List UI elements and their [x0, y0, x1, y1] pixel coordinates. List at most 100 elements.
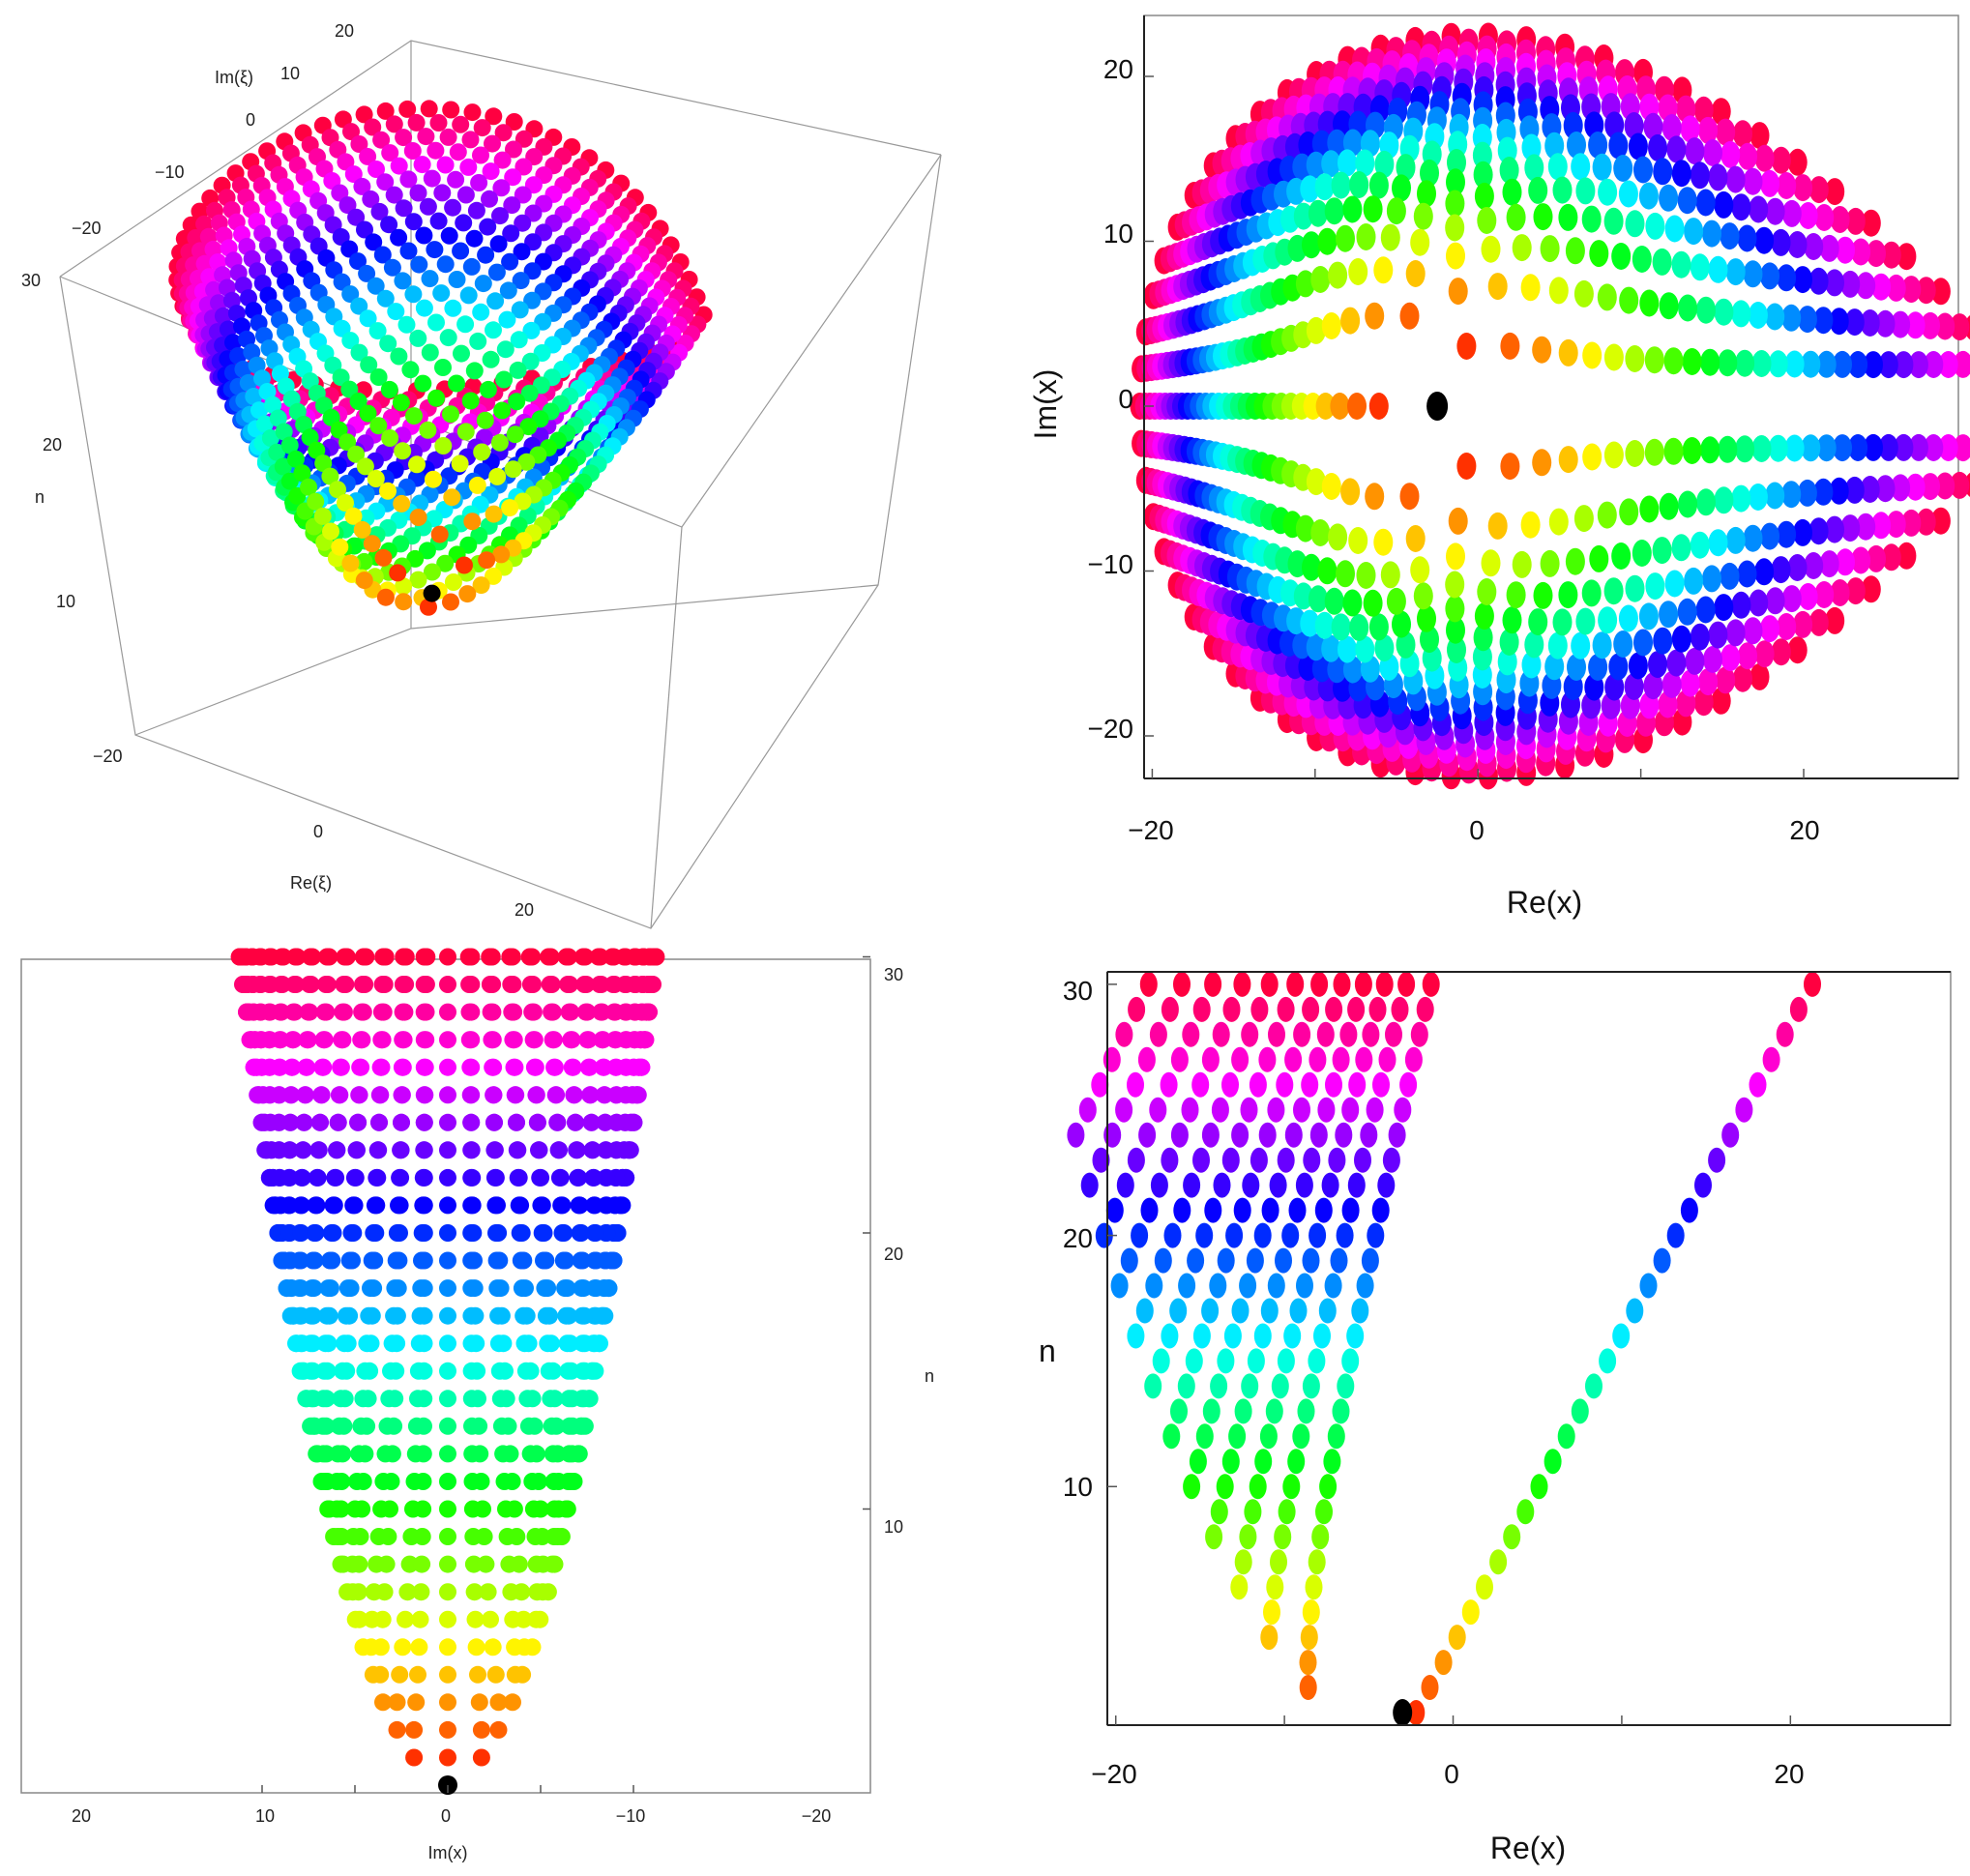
data-point [1881, 543, 1901, 572]
data-point [1234, 1549, 1252, 1575]
data-point [405, 407, 423, 425]
data-point [1901, 509, 1922, 537]
data-point [463, 103, 482, 122]
data-point [1836, 236, 1855, 264]
data-point [292, 1196, 310, 1215]
data-point [1781, 304, 1802, 332]
data-point [1258, 1046, 1277, 1072]
data-point [1183, 1474, 1201, 1500]
data-point [439, 976, 456, 993]
data-point [458, 585, 477, 603]
data-point [1935, 312, 1955, 340]
data-point [1575, 177, 1596, 205]
data-point [1638, 602, 1659, 630]
data-point [1306, 633, 1326, 661]
data-point [1216, 1474, 1234, 1500]
data-point [307, 492, 325, 511]
data-point [1217, 1348, 1235, 1374]
data-point [333, 1473, 351, 1490]
im-n-y-axis-label: n [925, 1366, 934, 1386]
data-point [1950, 313, 1970, 341]
data-point [1684, 567, 1704, 595]
data-point [1771, 228, 1791, 256]
data-point [1244, 1499, 1262, 1525]
data-point [352, 1031, 370, 1049]
data-point [286, 948, 305, 966]
data-point [355, 105, 373, 124]
data-point [1311, 130, 1332, 158]
data-point [598, 1196, 616, 1215]
data-point [1195, 1423, 1214, 1450]
data-point [1342, 195, 1363, 223]
data-point [1366, 1097, 1384, 1123]
data-point [1695, 596, 1716, 624]
data-point [1278, 1499, 1296, 1525]
data-point [1582, 341, 1602, 369]
data-point [1901, 276, 1922, 304]
data-point [1720, 222, 1740, 250]
data-point [328, 1141, 346, 1159]
data-point [1127, 1071, 1144, 1098]
data-point [1420, 626, 1439, 654]
data-point [472, 1720, 490, 1739]
data-point [381, 1500, 398, 1518]
data-point [479, 1583, 497, 1601]
data-point [368, 161, 385, 178]
data-point [1421, 1675, 1439, 1700]
data-point [337, 494, 354, 512]
data-point [1420, 159, 1439, 187]
data-point [1644, 346, 1664, 374]
origin-point [423, 584, 441, 602]
data-point [344, 1224, 363, 1242]
data-point [423, 169, 441, 188]
data-point [1881, 241, 1901, 269]
data-point [439, 128, 457, 146]
data-point [1737, 560, 1757, 588]
data-point [1738, 642, 1757, 670]
data-point [1905, 473, 1926, 501]
data-point [1472, 643, 1492, 671]
data-point [533, 1196, 551, 1215]
data-point [1239, 1273, 1257, 1299]
data-point [382, 1473, 400, 1490]
data-point [1671, 160, 1691, 188]
data-point [1760, 522, 1779, 550]
data-point [1743, 260, 1763, 288]
data-point [444, 198, 462, 217]
data-point [1222, 996, 1241, 1022]
data-point [1363, 589, 1383, 617]
data-point [510, 1555, 528, 1573]
data-point [338, 196, 357, 215]
data-point [410, 1638, 428, 1656]
data-point [1771, 146, 1791, 174]
data-point [453, 344, 470, 363]
data-point [420, 598, 437, 616]
data-point [301, 428, 319, 447]
data-point [1211, 1097, 1229, 1123]
data-point [1293, 1097, 1310, 1123]
data-point [478, 551, 496, 570]
im-n-x-tick-m20: −20 [802, 1806, 832, 1826]
data-point [448, 271, 466, 288]
data-point [387, 303, 405, 321]
re-im-y-tick-m20: −20 [1088, 714, 1134, 744]
data-point [1170, 1046, 1189, 1072]
data-point [439, 1610, 456, 1628]
re-im-points-group [1130, 22, 1970, 790]
data-point [471, 1445, 489, 1463]
data-point [282, 1058, 301, 1076]
data-point [1921, 311, 1940, 339]
data-point [280, 1168, 299, 1187]
data-point [1202, 1398, 1220, 1424]
data-point [533, 1528, 551, 1545]
data-point [546, 1086, 565, 1104]
data-point [503, 196, 521, 215]
data-point [1624, 112, 1644, 139]
data-point [415, 1003, 433, 1021]
data-point [1302, 553, 1321, 581]
im-n-x-tick-10: 10 [255, 1806, 275, 1826]
data-point [1477, 207, 1497, 234]
data-point [1461, 1599, 1480, 1626]
3d-n-axis-label: n [35, 487, 44, 507]
data-point [308, 1196, 326, 1215]
